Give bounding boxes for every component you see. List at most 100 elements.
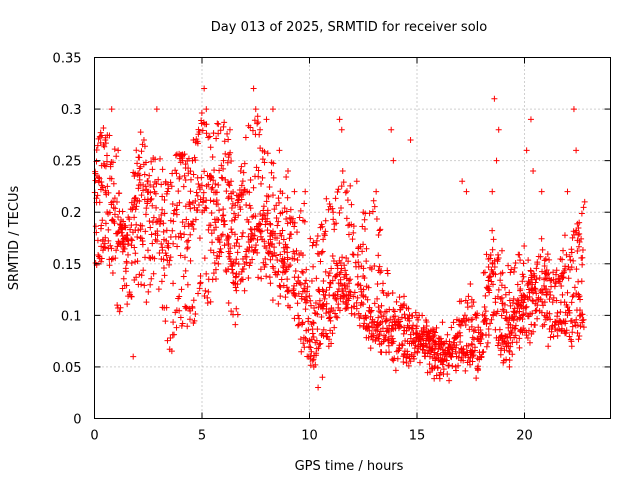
data-point bbox=[464, 299, 471, 306]
data-point bbox=[336, 307, 343, 314]
data-point bbox=[212, 275, 219, 282]
data-point bbox=[512, 322, 519, 329]
data-point bbox=[538, 235, 545, 242]
data-point bbox=[226, 182, 233, 189]
data-point bbox=[191, 154, 198, 161]
data-point bbox=[373, 215, 380, 222]
data-point bbox=[411, 338, 418, 345]
data-point bbox=[165, 244, 172, 251]
data-point bbox=[261, 211, 268, 218]
data-point bbox=[140, 137, 147, 144]
data-point bbox=[561, 232, 568, 239]
data-point bbox=[519, 271, 526, 278]
data-point bbox=[120, 275, 127, 282]
data-point bbox=[164, 188, 171, 195]
data-point bbox=[375, 231, 382, 238]
data-point bbox=[114, 243, 121, 250]
data-point bbox=[276, 240, 283, 247]
data-point bbox=[299, 319, 306, 326]
data-point bbox=[108, 245, 115, 252]
data-point bbox=[98, 255, 105, 262]
data-point bbox=[533, 276, 540, 283]
data-point bbox=[502, 332, 509, 339]
data-point bbox=[363, 258, 370, 265]
data-point bbox=[144, 189, 151, 196]
data-point bbox=[173, 324, 180, 331]
data-point bbox=[115, 147, 122, 154]
data-point bbox=[522, 304, 529, 311]
data-point bbox=[216, 239, 223, 246]
data-point bbox=[482, 308, 489, 315]
data-point bbox=[412, 309, 419, 316]
data-point bbox=[245, 218, 252, 225]
data-point bbox=[563, 251, 570, 258]
data-point bbox=[187, 176, 194, 183]
data-point bbox=[346, 280, 353, 287]
data-point bbox=[560, 318, 567, 325]
data-point bbox=[307, 302, 314, 309]
data-point bbox=[382, 334, 389, 341]
data-point bbox=[189, 221, 196, 228]
data-point bbox=[194, 192, 201, 199]
data-point bbox=[541, 312, 548, 319]
data-point bbox=[186, 316, 193, 323]
data-point bbox=[243, 253, 250, 260]
data-point bbox=[543, 286, 550, 293]
data-point bbox=[533, 265, 540, 272]
data-point bbox=[216, 167, 223, 174]
data-point bbox=[344, 197, 351, 204]
data-point bbox=[469, 353, 476, 360]
data-point bbox=[284, 194, 291, 201]
data-point bbox=[271, 244, 278, 251]
data-point bbox=[325, 206, 332, 213]
data-point bbox=[315, 286, 322, 293]
data-point bbox=[345, 258, 352, 265]
data-point bbox=[326, 284, 333, 291]
data-point bbox=[229, 262, 236, 269]
data-point bbox=[247, 177, 254, 184]
data-point bbox=[376, 341, 383, 348]
data-point bbox=[203, 270, 210, 277]
data-point bbox=[263, 116, 270, 123]
data-point bbox=[431, 351, 438, 358]
data-point bbox=[433, 341, 440, 348]
data-point bbox=[469, 349, 476, 356]
data-point bbox=[106, 132, 113, 139]
y-axis-label: SRMTID / TECUs bbox=[7, 186, 22, 291]
y-tick-label: 0 bbox=[73, 413, 81, 428]
data-point bbox=[204, 300, 211, 307]
data-point bbox=[181, 254, 188, 261]
data-point bbox=[288, 215, 295, 222]
data-point bbox=[215, 130, 222, 137]
data-point bbox=[516, 308, 523, 315]
data-point bbox=[390, 157, 397, 164]
data-point bbox=[507, 322, 514, 329]
data-point bbox=[376, 227, 383, 234]
data-point bbox=[234, 311, 241, 318]
data-point bbox=[525, 313, 532, 320]
data-point bbox=[341, 293, 348, 300]
data-point bbox=[138, 148, 145, 155]
data-point bbox=[158, 256, 165, 263]
data-point bbox=[490, 311, 497, 318]
data-point bbox=[98, 258, 105, 265]
data-point bbox=[137, 129, 144, 136]
data-point bbox=[269, 192, 276, 199]
data-point bbox=[328, 265, 335, 272]
data-point bbox=[535, 296, 542, 303]
data-point bbox=[384, 337, 391, 344]
data-point bbox=[497, 296, 504, 303]
data-point bbox=[294, 229, 301, 236]
data-point bbox=[306, 292, 313, 299]
data-point bbox=[249, 213, 256, 220]
data-point bbox=[401, 311, 408, 318]
data-point bbox=[122, 268, 129, 275]
data-point bbox=[298, 293, 305, 300]
data-point bbox=[569, 329, 576, 336]
data-point bbox=[131, 244, 138, 251]
data-point bbox=[365, 284, 372, 291]
y-tick-labels: 0 0.05 0.1 0.15 0.2 0.25 0.3 0.35 bbox=[53, 52, 82, 428]
data-point bbox=[445, 362, 452, 369]
data-point bbox=[494, 342, 501, 349]
data-point bbox=[136, 176, 143, 183]
